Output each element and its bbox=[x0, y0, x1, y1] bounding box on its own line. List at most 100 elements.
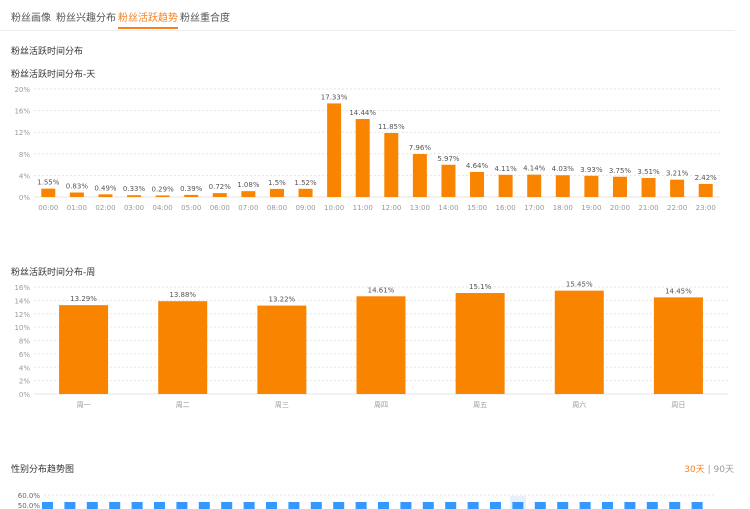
x-tick-label: 周六 bbox=[572, 400, 586, 409]
gender-bar bbox=[557, 502, 569, 509]
day-bar bbox=[69, 192, 84, 197]
x-tick-label: 20:00 bbox=[610, 204, 630, 212]
range-separator: | bbox=[707, 465, 711, 475]
day-bar bbox=[498, 174, 513, 197]
y-tick-label: 8% bbox=[19, 338, 30, 346]
day-bar bbox=[98, 194, 113, 197]
week-bar bbox=[554, 290, 604, 394]
y-tick-label: 60.0% bbox=[18, 492, 41, 500]
data-label: 11.85% bbox=[378, 123, 405, 131]
x-tick-label: 06:00 bbox=[210, 204, 230, 212]
range-90d[interactable]: 90天 bbox=[713, 465, 734, 475]
data-label: 3.75% bbox=[609, 167, 632, 175]
y-tick-label: 20% bbox=[14, 86, 30, 94]
data-label: 4.64% bbox=[466, 162, 489, 170]
week-bar bbox=[356, 296, 406, 394]
section-title: 粉丝活跃时间分布 bbox=[11, 47, 84, 57]
x-tick-label: 19:00 bbox=[581, 204, 601, 212]
day-bar bbox=[355, 119, 370, 197]
day-bar bbox=[384, 133, 399, 197]
week-bar bbox=[257, 305, 307, 394]
gender-bar bbox=[154, 502, 165, 509]
x-tick-label: 22:00 bbox=[667, 204, 687, 212]
y-tick-label: 0% bbox=[19, 194, 30, 202]
gender-bar bbox=[355, 502, 367, 509]
gender-bar bbox=[624, 502, 636, 509]
data-label: 3.51% bbox=[637, 168, 660, 176]
gender-bar bbox=[579, 502, 591, 509]
y-tick-label: 10% bbox=[14, 324, 30, 332]
x-tick-label: 16:00 bbox=[496, 204, 516, 212]
tab-fan-overlap[interactable]: 粉丝重合度 bbox=[180, 13, 230, 24]
data-label: 1.55% bbox=[37, 179, 60, 187]
x-tick-label: 12:00 bbox=[381, 204, 401, 212]
data-label: 15.1% bbox=[469, 283, 492, 291]
day-bar bbox=[527, 174, 542, 197]
day-bar bbox=[555, 175, 570, 197]
x-tick-label: 02:00 bbox=[95, 204, 115, 212]
data-label: 0.83% bbox=[66, 183, 89, 191]
x-tick-label: 05:00 bbox=[181, 204, 201, 212]
gender-bar bbox=[221, 502, 233, 509]
y-tick-label: 4% bbox=[19, 172, 30, 180]
gender-bar bbox=[669, 502, 681, 509]
gender-bar bbox=[691, 502, 703, 509]
x-tick-label: 01:00 bbox=[67, 204, 87, 212]
gender-bar bbox=[378, 502, 389, 509]
x-tick-label: 00:00 bbox=[38, 204, 58, 212]
x-tick-label: 21:00 bbox=[638, 204, 658, 212]
x-tick-label: 周二 bbox=[176, 401, 190, 409]
day-bar bbox=[584, 175, 599, 197]
y-tick-label: 16% bbox=[14, 284, 30, 292]
day-bar bbox=[612, 176, 627, 197]
gender-bar bbox=[422, 502, 434, 509]
data-label: 14.44% bbox=[349, 109, 376, 117]
tab-fan-profile[interactable]: 粉丝画像 bbox=[11, 13, 51, 24]
x-tick-label: 13:00 bbox=[410, 204, 430, 212]
day-bar bbox=[269, 188, 284, 197]
tab-bar: 粉丝画像 粉丝兴趣分布 粉丝活跃趋势 粉丝重合度 bbox=[0, 0, 735, 31]
data-label: 7.96% bbox=[409, 144, 432, 152]
x-tick-label: 17:00 bbox=[524, 204, 544, 212]
data-label: 0.39% bbox=[180, 185, 203, 193]
data-label: 2.42% bbox=[695, 174, 718, 182]
x-tick-label: 14:00 bbox=[438, 204, 458, 212]
day-bar bbox=[127, 195, 142, 197]
x-tick-label: 03:00 bbox=[124, 204, 144, 212]
day-bar bbox=[641, 178, 656, 197]
x-tick-label: 周四 bbox=[374, 401, 388, 409]
x-tick-label: 11:00 bbox=[353, 204, 373, 212]
x-tick-label: 08:00 bbox=[267, 204, 287, 212]
gender-bar bbox=[266, 502, 277, 509]
data-label: 4.11% bbox=[495, 165, 518, 173]
data-label: 14.45% bbox=[665, 287, 692, 295]
week-bar bbox=[59, 305, 109, 394]
data-label: 1.08% bbox=[237, 181, 260, 189]
gender-bar bbox=[467, 502, 479, 509]
x-tick-label: 周三 bbox=[275, 401, 289, 409]
x-tick-label: 04:00 bbox=[153, 204, 173, 212]
data-label: 1.5% bbox=[268, 179, 286, 187]
y-tick-label: 50.0% bbox=[18, 502, 41, 509]
x-tick-label: 09:00 bbox=[295, 204, 315, 212]
gender-bar bbox=[310, 502, 322, 509]
data-label: 0.33% bbox=[123, 185, 146, 193]
tab-fan-interest[interactable]: 粉丝兴趣分布 bbox=[56, 13, 116, 24]
gender-bar bbox=[176, 502, 188, 509]
tab-fan-activity[interactable]: 粉丝活跃趋势 bbox=[118, 9, 178, 29]
gender-bar bbox=[243, 502, 255, 509]
day-bar bbox=[241, 191, 256, 197]
y-tick-label: 14% bbox=[14, 297, 30, 305]
y-tick-label: 0% bbox=[19, 391, 30, 399]
gender-bar bbox=[512, 502, 524, 509]
day-bar bbox=[670, 179, 685, 197]
gender-bar bbox=[109, 502, 121, 509]
y-tick-label: 12% bbox=[14, 311, 30, 319]
week-bar bbox=[455, 293, 505, 394]
y-tick-label: 2% bbox=[19, 378, 30, 386]
data-label: 13.88% bbox=[169, 291, 196, 299]
range-30d[interactable]: 30天 bbox=[684, 465, 705, 475]
gender-bar bbox=[42, 502, 53, 509]
x-tick-label: 周五 bbox=[473, 401, 487, 409]
